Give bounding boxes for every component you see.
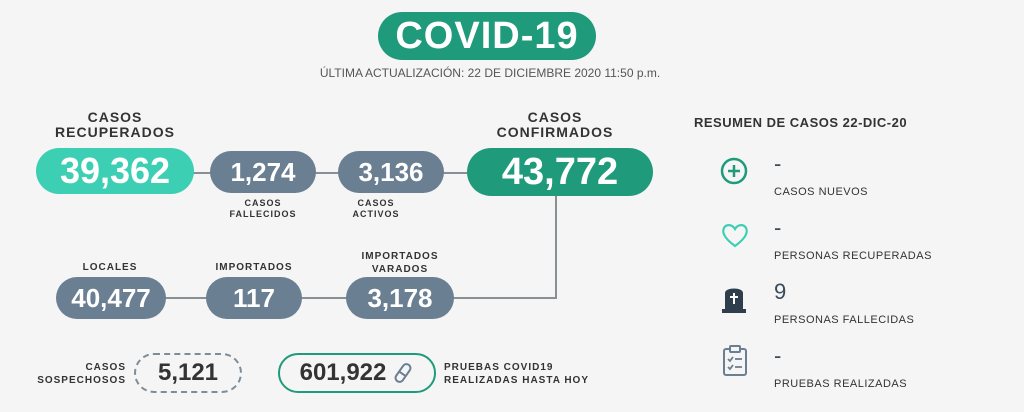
page-title: COVID-19 <box>378 12 596 60</box>
locales-value: 40,477 <box>56 277 166 319</box>
recuperados-value: 39,362 <box>36 148 194 194</box>
resumen-pruebas-label: PRUEBAS REALIZADAS <box>774 378 908 390</box>
resumen-casos-nuevos-label: CASOS NUEVOS <box>774 186 869 198</box>
importados-label: IMPORTADOS <box>215 262 293 273</box>
resumen-recuperadas-value: - <box>774 215 782 240</box>
resumen-recuperadas-label: PERSONAS RECUPERADAS <box>774 250 932 262</box>
resumen-title: RESUMEN DE CASOS 22-DIC-20 <box>694 115 908 130</box>
importados-value: 117 <box>206 277 302 319</box>
locales-label: LOCALES <box>82 262 138 273</box>
pruebas-value: 601,922 <box>299 359 387 386</box>
resumen-fallecidas-value: 9 <box>774 279 787 304</box>
activos-value: 3,136 <box>338 151 444 193</box>
fallecidos-label: CASOS FALLECIDOS <box>229 198 297 219</box>
resumen-pruebas-value: - <box>774 343 782 368</box>
resumen-fallecidas-label: PERSONAS FALLECIDAS <box>774 314 915 326</box>
tombstone-icon <box>722 288 746 313</box>
activos-label: CASOS ACTIVOS <box>352 198 400 219</box>
confirmados-label: CASOS CONFIRMADOS <box>496 109 614 140</box>
heart-icon <box>722 224 748 248</box>
pruebas-box: 601,922 <box>278 353 436 393</box>
sospechosos-label: CASOS SOSPECHOSOS <box>37 362 126 386</box>
importados-varados-value: 3,178 <box>346 277 454 319</box>
test-tube-icon <box>394 363 412 383</box>
connector-line <box>190 172 475 174</box>
recuperados-label: CASOS RECUPERADOS <box>55 109 175 140</box>
importados-varados-label: IMPORTADOS VARADOS <box>361 251 439 275</box>
resumen-casos-nuevos-value: - <box>774 151 782 176</box>
sospechosos-value: 5,121 <box>134 353 242 393</box>
connector-line <box>555 196 557 298</box>
plus-circle-icon <box>720 157 748 185</box>
pruebas-label: PRUEBAS COVID19 REALIZADAS HASTA HOY <box>444 362 589 386</box>
confirmados-value: 43,772 <box>467 148 653 196</box>
clipboard-icon <box>723 345 747 376</box>
fallecidos-value: 1,274 <box>210 151 316 193</box>
top-decoration <box>330 0 630 2</box>
last-updated: ÚLTIMA ACTUALIZACIÓN: 22 DE DICIEMBRE 20… <box>319 66 661 80</box>
